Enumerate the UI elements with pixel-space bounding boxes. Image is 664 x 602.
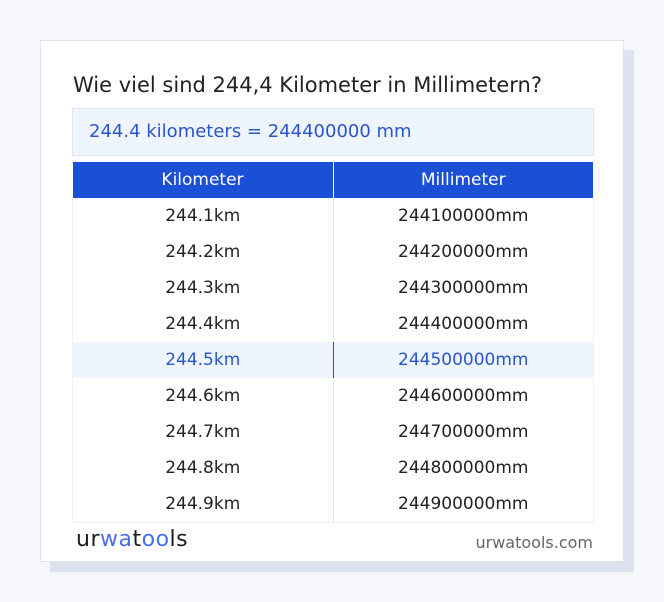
millimeter-cell: 244300000mm — [398, 278, 529, 298]
site-link[interactable]: urwatools.com — [475, 533, 594, 552]
table-row: 244.9km 244900000mm — [72, 486, 594, 523]
table-row: 244.4km 244400000mm — [72, 306, 594, 342]
millimeter-cell: 244800000mm — [398, 458, 529, 478]
millimeter-cell: 244100000mm — [398, 206, 529, 226]
kilometer-cell: 244.3km — [72, 270, 334, 306]
kilometer-cell: 244.9km — [72, 486, 334, 523]
table-row: 244.5km 244500000mm — [72, 342, 594, 378]
millimeter-cell: 244600000mm — [398, 386, 529, 406]
millimeter-cell: 244200000mm — [398, 242, 529, 262]
header-millimeter: Millimeter — [333, 162, 594, 198]
table-row: 244.1km 244100000mm — [72, 198, 594, 234]
kilometer-cell: 244.2km — [72, 234, 334, 270]
kilometer-cell: 244.8km — [72, 450, 334, 486]
millimeter-cell: 244900000mm — [398, 494, 529, 514]
millimeter-cell: 244500000mm — [333, 342, 594, 378]
urwatools-logo: urwatools — [76, 527, 189, 552]
result-box: 244.4 kilometers = 244400000 mm — [72, 108, 594, 156]
converter-card: Wie viel sind 244,4 Kilometer in Millime… — [40, 40, 624, 562]
table-row: 244.6km 244600000mm — [72, 378, 594, 414]
table-row: 244.8km 244800000mm — [72, 450, 594, 486]
table-row: 244.7km 244700000mm — [72, 414, 594, 450]
table-row: 244.2km 244200000mm — [72, 234, 594, 270]
conversion-table: Kilometer Millimeter 244.1km 244100000mm 2… — [72, 162, 594, 523]
kilometer-cell: 244.7km — [72, 414, 334, 450]
millimeter-cell: 244400000mm — [398, 314, 529, 334]
kilometer-cell: 244.5km — [72, 342, 334, 378]
page-title: Wie viel sind 244,4 Kilometer in Millime… — [73, 73, 542, 97]
millimeter-cell: 244700000mm — [398, 422, 529, 442]
kilometer-cell: 244.4km — [72, 306, 334, 342]
table-row: 244.3km 244300000mm — [72, 270, 594, 306]
kilometer-cell: 244.6km — [72, 378, 334, 414]
kilometer-cell: 244.1km — [72, 198, 334, 234]
header-kilometer: Kilometer — [72, 162, 334, 198]
